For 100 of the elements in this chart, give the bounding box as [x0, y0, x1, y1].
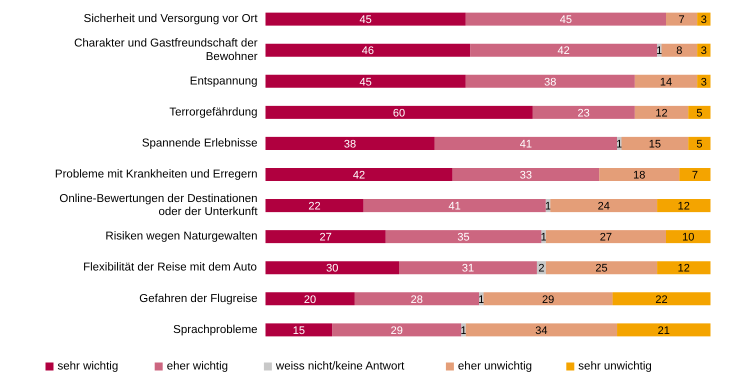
bar	[354, 292, 480, 306]
y-tick-label: Spannende Erlebnisse	[142, 137, 258, 150]
bar	[634, 74, 698, 88]
bar	[484, 292, 613, 306]
legend-label: eher wichtig	[166, 360, 228, 372]
bar	[266, 168, 452, 182]
bar	[466, 323, 618, 336]
data-label: 34	[535, 324, 548, 337]
data-label: 45	[560, 14, 572, 26]
data-label: 10	[682, 232, 694, 244]
data-label: 30	[326, 262, 338, 275]
bar	[363, 199, 546, 212]
bar	[622, 136, 688, 150]
data-label: 20	[304, 294, 316, 306]
bar	[452, 168, 600, 182]
bar	[399, 261, 537, 274]
bar	[266, 261, 399, 274]
y-tick-label: Entspannung	[190, 75, 258, 88]
data-label: 12	[678, 200, 690, 213]
bar	[617, 323, 710, 336]
data-label: 38	[544, 76, 556, 88]
data-label: 31	[462, 262, 474, 275]
bar	[666, 12, 698, 26]
y-tick-label: Gefahren der Flugreise	[139, 292, 258, 305]
data-label: 38	[344, 138, 356, 150]
data-label: 35	[457, 232, 470, 244]
y-tick-label: Sicherheit und Versorgung vor Ort	[84, 13, 258, 26]
y-tick-label: Sprachprobleme	[173, 324, 258, 336]
y-tick-label: Charakter und Gastfreundschaft der Bewohner	[74, 38, 258, 63]
bar	[657, 261, 710, 274]
bar	[612, 292, 710, 306]
data-label: 3	[700, 14, 707, 26]
y-tick-label: Probleme mit Krankheiten und Erregern	[54, 168, 258, 180]
data-label: 21	[658, 324, 670, 337]
bar	[546, 230, 666, 244]
bar	[266, 199, 364, 212]
bar	[599, 168, 680, 182]
bar	[266, 323, 332, 336]
bar	[434, 136, 618, 150]
bar	[666, 230, 710, 244]
data-label: 1	[460, 324, 467, 337]
bar	[546, 261, 658, 274]
data-label: 41	[448, 200, 461, 213]
legend-label: weiss nicht/keine Antwort	[274, 360, 406, 372]
bar	[332, 323, 462, 336]
data-label: 7	[678, 14, 685, 26]
data-label: 42	[352, 170, 366, 182]
data-label: 1	[656, 45, 662, 58]
data-label: 5	[696, 107, 702, 120]
data-label: 15	[648, 138, 662, 150]
bar	[634, 106, 688, 119]
data-label: 29	[390, 324, 403, 337]
legend-label: sehr unwichtig	[578, 360, 652, 372]
data-label: 22	[655, 294, 668, 306]
data-label: 12	[655, 107, 668, 120]
bar	[266, 230, 386, 244]
data-label: 8	[676, 45, 682, 58]
data-label: 60	[392, 107, 406, 120]
bar	[266, 74, 466, 88]
data-label: 45	[360, 14, 372, 26]
data-label: 1	[478, 294, 484, 306]
data-label: 7	[692, 170, 698, 182]
data-label: 1	[540, 232, 547, 244]
y-tick-label: Flexibilität der Reise mit dem Auto	[83, 262, 257, 274]
bar	[266, 136, 435, 150]
bar	[550, 199, 658, 212]
data-label: 25	[595, 262, 608, 275]
bar	[470, 44, 658, 57]
data-label: 18	[633, 170, 646, 182]
data-label: 22	[308, 200, 321, 213]
data-label: 3	[700, 45, 707, 58]
data-label: 3	[700, 76, 707, 88]
data-label: 2	[538, 262, 544, 275]
data-label: 27	[319, 232, 332, 244]
bar	[266, 292, 354, 306]
data-label: 5	[696, 138, 702, 150]
legend-label: eher unwichtig	[458, 360, 532, 372]
data-label: 41	[520, 138, 532, 150]
data-label: 14	[660, 76, 672, 88]
data-label: 45	[360, 76, 372, 88]
y-tick-label: Risiken wegen Naturgewalten	[105, 230, 258, 243]
data-label: 24	[598, 200, 610, 213]
data-label: 27	[600, 232, 612, 244]
data-label: 28	[410, 294, 423, 306]
data-label: 1	[545, 200, 552, 213]
bar	[266, 12, 466, 26]
bar	[662, 44, 698, 57]
data-label: 46	[362, 45, 374, 58]
bar	[532, 106, 635, 119]
data-label: 42	[558, 45, 570, 58]
legend-label: sehr wichtig	[58, 360, 118, 372]
data-label: 33	[520, 170, 532, 182]
data-label: 1	[616, 138, 622, 150]
data-label: 12	[678, 262, 690, 275]
data-label: 29	[542, 294, 554, 306]
bar	[466, 12, 666, 26]
data-label: 15	[292, 324, 306, 337]
bar	[266, 44, 470, 57]
bar	[679, 168, 710, 182]
bar	[386, 230, 542, 244]
